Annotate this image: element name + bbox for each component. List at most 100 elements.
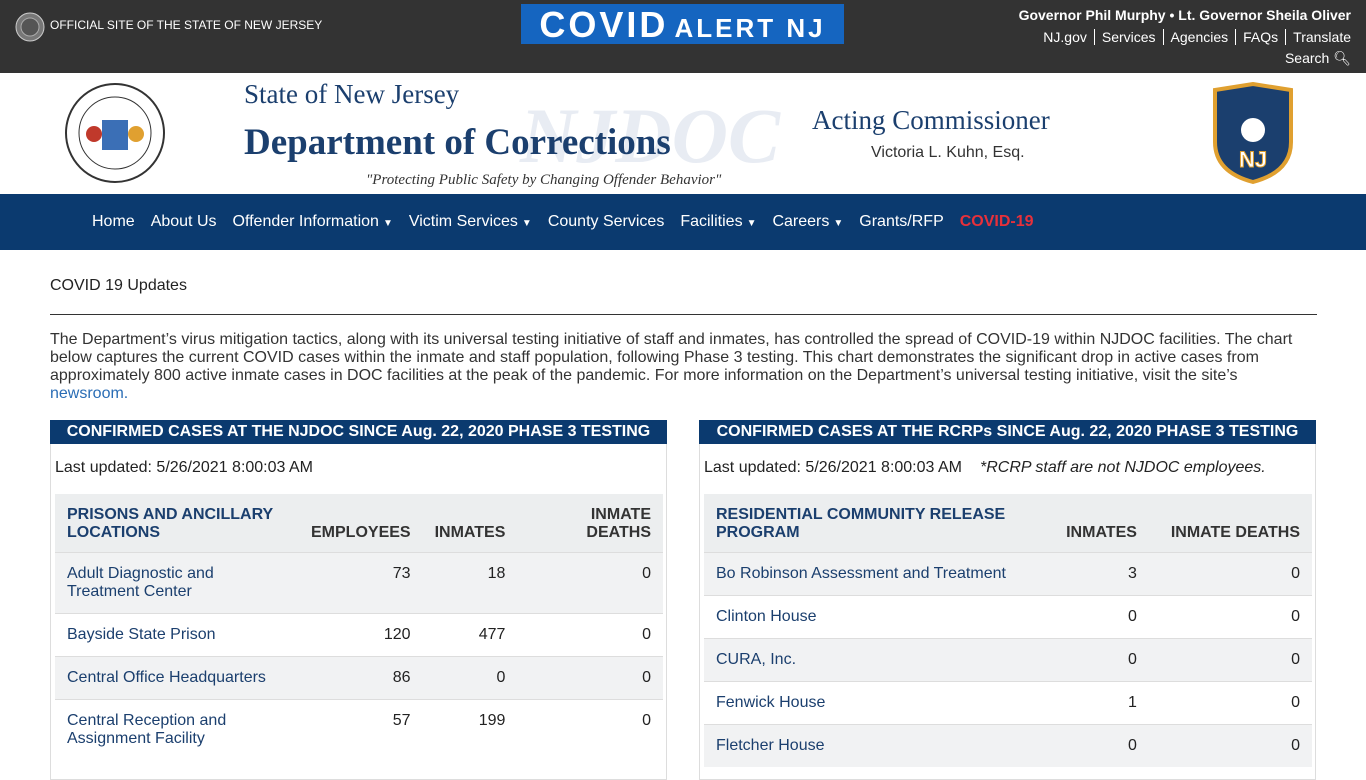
nav-label: About Us [150,213,217,230]
last-updated: Last updated: 5/26/2021 8:00:03 AM [55,459,313,476]
nav-caret: ▼ [746,218,757,229]
divider [50,314,1317,315]
table-row: Central Reception and Assignment Facilit… [55,699,663,760]
table-row: Bayside State Prison 120 477 0 [55,613,663,657]
case-count: 0 [422,656,518,700]
nav-item[interactable]: Facilities ▼ [680,213,756,231]
last-updated-row: Last updated: 5/26/2021 8:00:03 AM [51,444,666,480]
case-count: 0 [1148,724,1312,767]
column-header: PRISONS AND ANCILLARY LOCATIONS [55,494,299,553]
header-row: RESIDENTIAL COMMUNITY RELEASE PROGRAM INM… [704,494,1312,553]
location-name: Central Office Headquarters [55,656,299,700]
watermark: NJDOC [520,92,781,179]
nav-label: Offender Information [232,213,379,230]
official-site: OFFICIAL SITE OF THE STATE OF NEW JERSEY [50,18,323,32]
case-table: PRISONS AND ANCILLARY LOCATIONS EMPLOYEES… [55,494,663,760]
intro-text: The Department’s virus mitigation tactic… [50,331,1293,384]
banner-alert: ALERT NJ [674,13,826,43]
case-count: 0 [1048,724,1149,767]
location-name: Central Reception and Assignment Facilit… [55,699,299,760]
nav-label: COVID-19 [959,213,1034,230]
nav-caret: ▼ [833,218,844,229]
top-link[interactable]: Translate [1293,29,1351,45]
case-count: 0 [1048,638,1149,682]
header-row: PRISONS AND ANCILLARY LOCATIONS EMPLOYEES… [55,494,663,553]
last-updated-row: Last updated: 5/26/2021 8:00:03 AM *RCRP … [700,444,1315,480]
case-count: 73 [299,552,423,614]
top-links: NJ.gov Services Agencies FAQs Translate [1036,29,1351,45]
nav-label: County Services [547,213,665,230]
case-panel: CONFIRMED CASES AT THE NJDOC SINCE Aug. … [50,420,667,780]
nav-label: Facilities [680,213,743,230]
column-header: INMATES [422,494,518,553]
case-count: 3 [1048,552,1149,596]
nav-item[interactable]: Victim Services ▼ [409,213,532,231]
column-header: INMATES [1048,494,1149,553]
panel-heading: CONFIRMED CASES AT THE NJDOC SINCE Aug. … [50,420,667,444]
nav-bar: Home About Us Offender Information ▼ Victim … [0,194,1366,250]
covid-banner[interactable]: COVID ALERT NJ [521,4,844,45]
svg-text:NJ: NJ [1239,147,1267,172]
nav-item[interactable]: Offender Information ▼ [233,213,393,231]
last-updated: Last updated: 5/26/2021 8:00:03 AM [704,459,962,476]
search[interactable]: Search 🔍︎ [1284,50,1351,66]
location-name: Fenwick House [704,681,1048,725]
department-name: Department of Corrections [244,122,671,163]
top-link[interactable]: Agencies [1164,29,1237,45]
tagline: "Protecting Public Safety by Changing Of… [366,172,722,188]
state-name: State of New Jersey [244,79,460,109]
panel-note: *RCRP staff are not NJDOC employees. [979,459,1266,476]
table-row: Fletcher House 0 0 [704,724,1312,767]
nav-item[interactable]: County Services [548,213,665,231]
top-link[interactable]: FAQs [1236,29,1287,45]
nav-caret: ▼ [382,218,393,229]
nav-item[interactable]: Careers ▼ [772,213,843,231]
top-link[interactable]: Services [1095,29,1164,45]
location-name: CURA, Inc. [704,638,1048,682]
nav-item[interactable]: Home [92,213,135,231]
case-count: 477 [422,613,518,657]
case-count: 0 [517,656,663,700]
table-row: Clinton House 0 0 [704,595,1312,639]
header: NJDOC State of New Jersey Department of … [0,73,1366,194]
newsroom-link[interactable]: newsroom. [50,385,129,402]
nav-label: Grants/RFP [859,213,944,230]
top-link[interactable]: NJ.gov [1036,29,1095,45]
column-header: INMATE DEATHS [1148,494,1312,553]
commissioner-title: Acting Commissioner [812,105,1050,135]
location-name: Fletcher House [704,724,1048,767]
location-name: Adult Diagnostic and Treatment Center [55,552,299,614]
column-header: INMATE DEATHS [517,494,663,553]
case-count: 0 [1148,681,1312,725]
case-count: 18 [422,552,518,614]
search-label: Search [1284,50,1330,66]
nav-item[interactable]: COVID-19 [960,213,1034,231]
case-count: 57 [299,699,423,760]
nav-label: Victim Services [408,213,518,230]
nav-caret: ▼ [521,218,532,229]
doc-badge: NJ [1213,82,1293,184]
page-title: COVID 19 Updates [50,277,187,294]
case-count: 199 [422,699,518,760]
location-name: Clinton House [704,595,1048,639]
case-count: 0 [1148,552,1312,596]
nav-item[interactable]: About Us [151,213,217,231]
nav-item[interactable]: Grants/RFP [859,213,943,231]
case-count: 0 [1148,595,1312,639]
location-name: Bayside State Prison [55,613,299,657]
table-row: Central Office Headquarters 86 0 0 [55,656,663,700]
banner-covid: COVID [539,4,669,45]
nj-seal [65,83,165,183]
case-count: 0 [517,613,663,657]
top-bar: OFFICIAL SITE OF THE STATE OF NEW JERSEY… [0,0,1366,73]
case-table: RESIDENTIAL COMMUNITY RELEASE PROGRAM INM… [704,494,1312,767]
column-header: EMPLOYEES [299,494,423,553]
nav-label: Home [92,213,135,230]
case-count: 120 [299,613,423,657]
intro: The Department’s virus mitigation tactic… [50,331,1317,403]
table-row: Bo Robinson Assessment and Treatment 3 0 [704,552,1312,596]
commissioner-name: Victoria L. Kuhn, Esq. [871,144,1025,161]
case-count: 1 [1048,681,1149,725]
case-count: 0 [517,699,663,760]
